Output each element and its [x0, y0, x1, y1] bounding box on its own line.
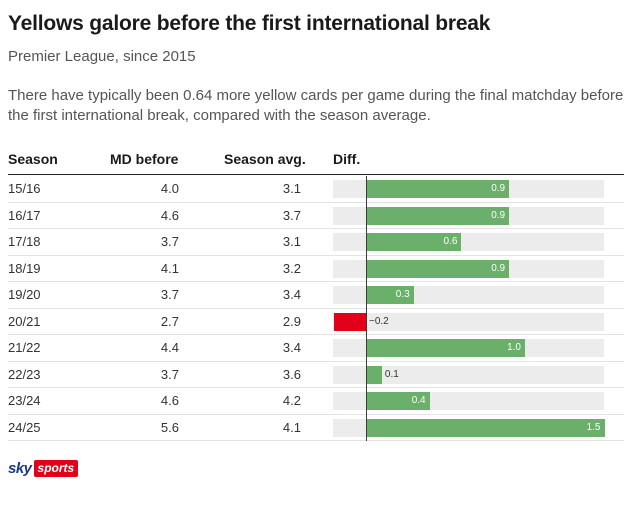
diff-value-label: −0.2 [369, 315, 389, 327]
table-row: 18/19 4.1 3.2 0.9 [0, 256, 640, 282]
chart-description: There have typically been 0.64 more yell… [8, 87, 624, 124]
season-label: 15/16 [8, 181, 41, 196]
header-rule [8, 174, 624, 175]
season-avg-value: 4.2 [282, 393, 301, 408]
season-avg-value: 2.9 [282, 313, 301, 329]
diff-bar [366, 365, 382, 384]
md-before-value: 4.4 [160, 340, 179, 355]
diff-value-label: 0.9 [491, 209, 506, 221]
bar-track [333, 365, 604, 384]
diff-value-label: 0.4 [411, 395, 426, 406]
bar-track [333, 312, 604, 331]
diff-bar [366, 259, 510, 278]
table-row: 15/16 4.0 3.1 0.9 [0, 176, 640, 203]
row-divider [8, 387, 624, 388]
row-divider [8, 440, 624, 441]
table-row: 20/21 2.7 2.9 −0.2 [0, 309, 640, 335]
season-label: 21/22 [8, 340, 41, 355]
md-before-value: 3.7 [160, 234, 179, 249]
table-row: 19/20 3.7 3.4 0.3 [0, 282, 640, 309]
table-row: 21/22 4.4 3.4 1.0 [0, 335, 640, 362]
season-avg-value: 3.1 [282, 181, 301, 196]
md-before-value: 3.7 [160, 287, 179, 302]
season-avg-value: 3.2 [282, 260, 301, 276]
season-label: 16/17 [8, 207, 41, 223]
diff-bar [366, 233, 462, 251]
season-label: 18/19 [8, 260, 41, 276]
logo-sky-text: sky [8, 459, 32, 477]
column-header-season: Season [8, 151, 58, 167]
row-divider [8, 228, 624, 229]
season-avg-value: 3.6 [282, 366, 301, 382]
column-header-diff: Diff. [333, 151, 361, 167]
chart-title: Yellows galore before the first internat… [8, 12, 491, 35]
table-row: 24/25 5.6 4.1 1.5 [0, 415, 640, 441]
diff-bar [366, 418, 605, 437]
season-avg-value: 3.1 [282, 234, 301, 249]
diff-bar [366, 180, 510, 198]
column-header-md-before: MD before [110, 151, 179, 167]
diff-bar [366, 206, 510, 225]
row-divider [8, 201, 624, 203]
diff-value-label: 0.6 [443, 236, 458, 247]
md-before-value: 4.6 [160, 393, 179, 408]
season-avg-value: 3.4 [282, 287, 301, 302]
row-divider [8, 334, 624, 335]
sky-sports-logo: sky sports [8, 458, 79, 478]
md-before-value: 4.0 [160, 181, 179, 196]
diff-bar [366, 286, 414, 304]
season-avg-value: 3.7 [282, 207, 301, 223]
diff-value-label: 1.5 [586, 421, 601, 433]
season-avg-value: 3.4 [282, 340, 301, 355]
data-table: 15/16 4.0 3.1 0.9 16/17 4.6 3.7 0.9 17/18 3.7 3.1 0… [0, 176, 640, 441]
chart-subtitle: Premier League, since 2015 [8, 48, 196, 65]
table-row: 23/24 4.6 4.2 0.4 [0, 388, 640, 415]
row-divider [8, 254, 624, 256]
table-row: 22/23 3.7 3.6 0.1 [0, 362, 640, 388]
diff-value-label: 0.9 [491, 262, 506, 274]
zero-axis-line [366, 176, 367, 441]
season-label: 24/25 [8, 419, 41, 435]
diff-bar [366, 339, 525, 357]
season-label: 22/23 [8, 366, 41, 382]
md-before-value: 4.6 [160, 207, 179, 223]
season-label: 19/20 [8, 287, 41, 302]
logo-sports-text: sports [33, 459, 79, 477]
md-before-value: 3.7 [160, 366, 179, 382]
md-before-value: 4.1 [160, 260, 179, 276]
diff-value-label: 0.1 [384, 368, 399, 380]
season-label: 23/24 [8, 393, 41, 408]
row-divider [8, 360, 624, 362]
row-divider [8, 413, 624, 415]
row-divider [8, 307, 624, 309]
column-header-season-avg: Season avg. [224, 151, 306, 167]
table-row: 17/18 3.7 3.1 0.6 [0, 229, 640, 256]
md-before-value: 5.6 [160, 419, 179, 435]
diff-bar [334, 312, 366, 331]
table-row: 16/17 4.6 3.7 0.9 [0, 203, 640, 229]
diff-value-label: 0.9 [491, 183, 506, 194]
diff-bar [366, 392, 430, 410]
season-label: 17/18 [8, 234, 41, 249]
md-before-value: 2.7 [160, 313, 179, 329]
diff-value-label: 0.3 [395, 289, 410, 300]
row-divider [8, 281, 624, 282]
season-avg-value: 4.1 [282, 419, 301, 435]
season-label: 20/21 [8, 313, 41, 329]
diff-value-label: 1.0 [507, 342, 521, 353]
